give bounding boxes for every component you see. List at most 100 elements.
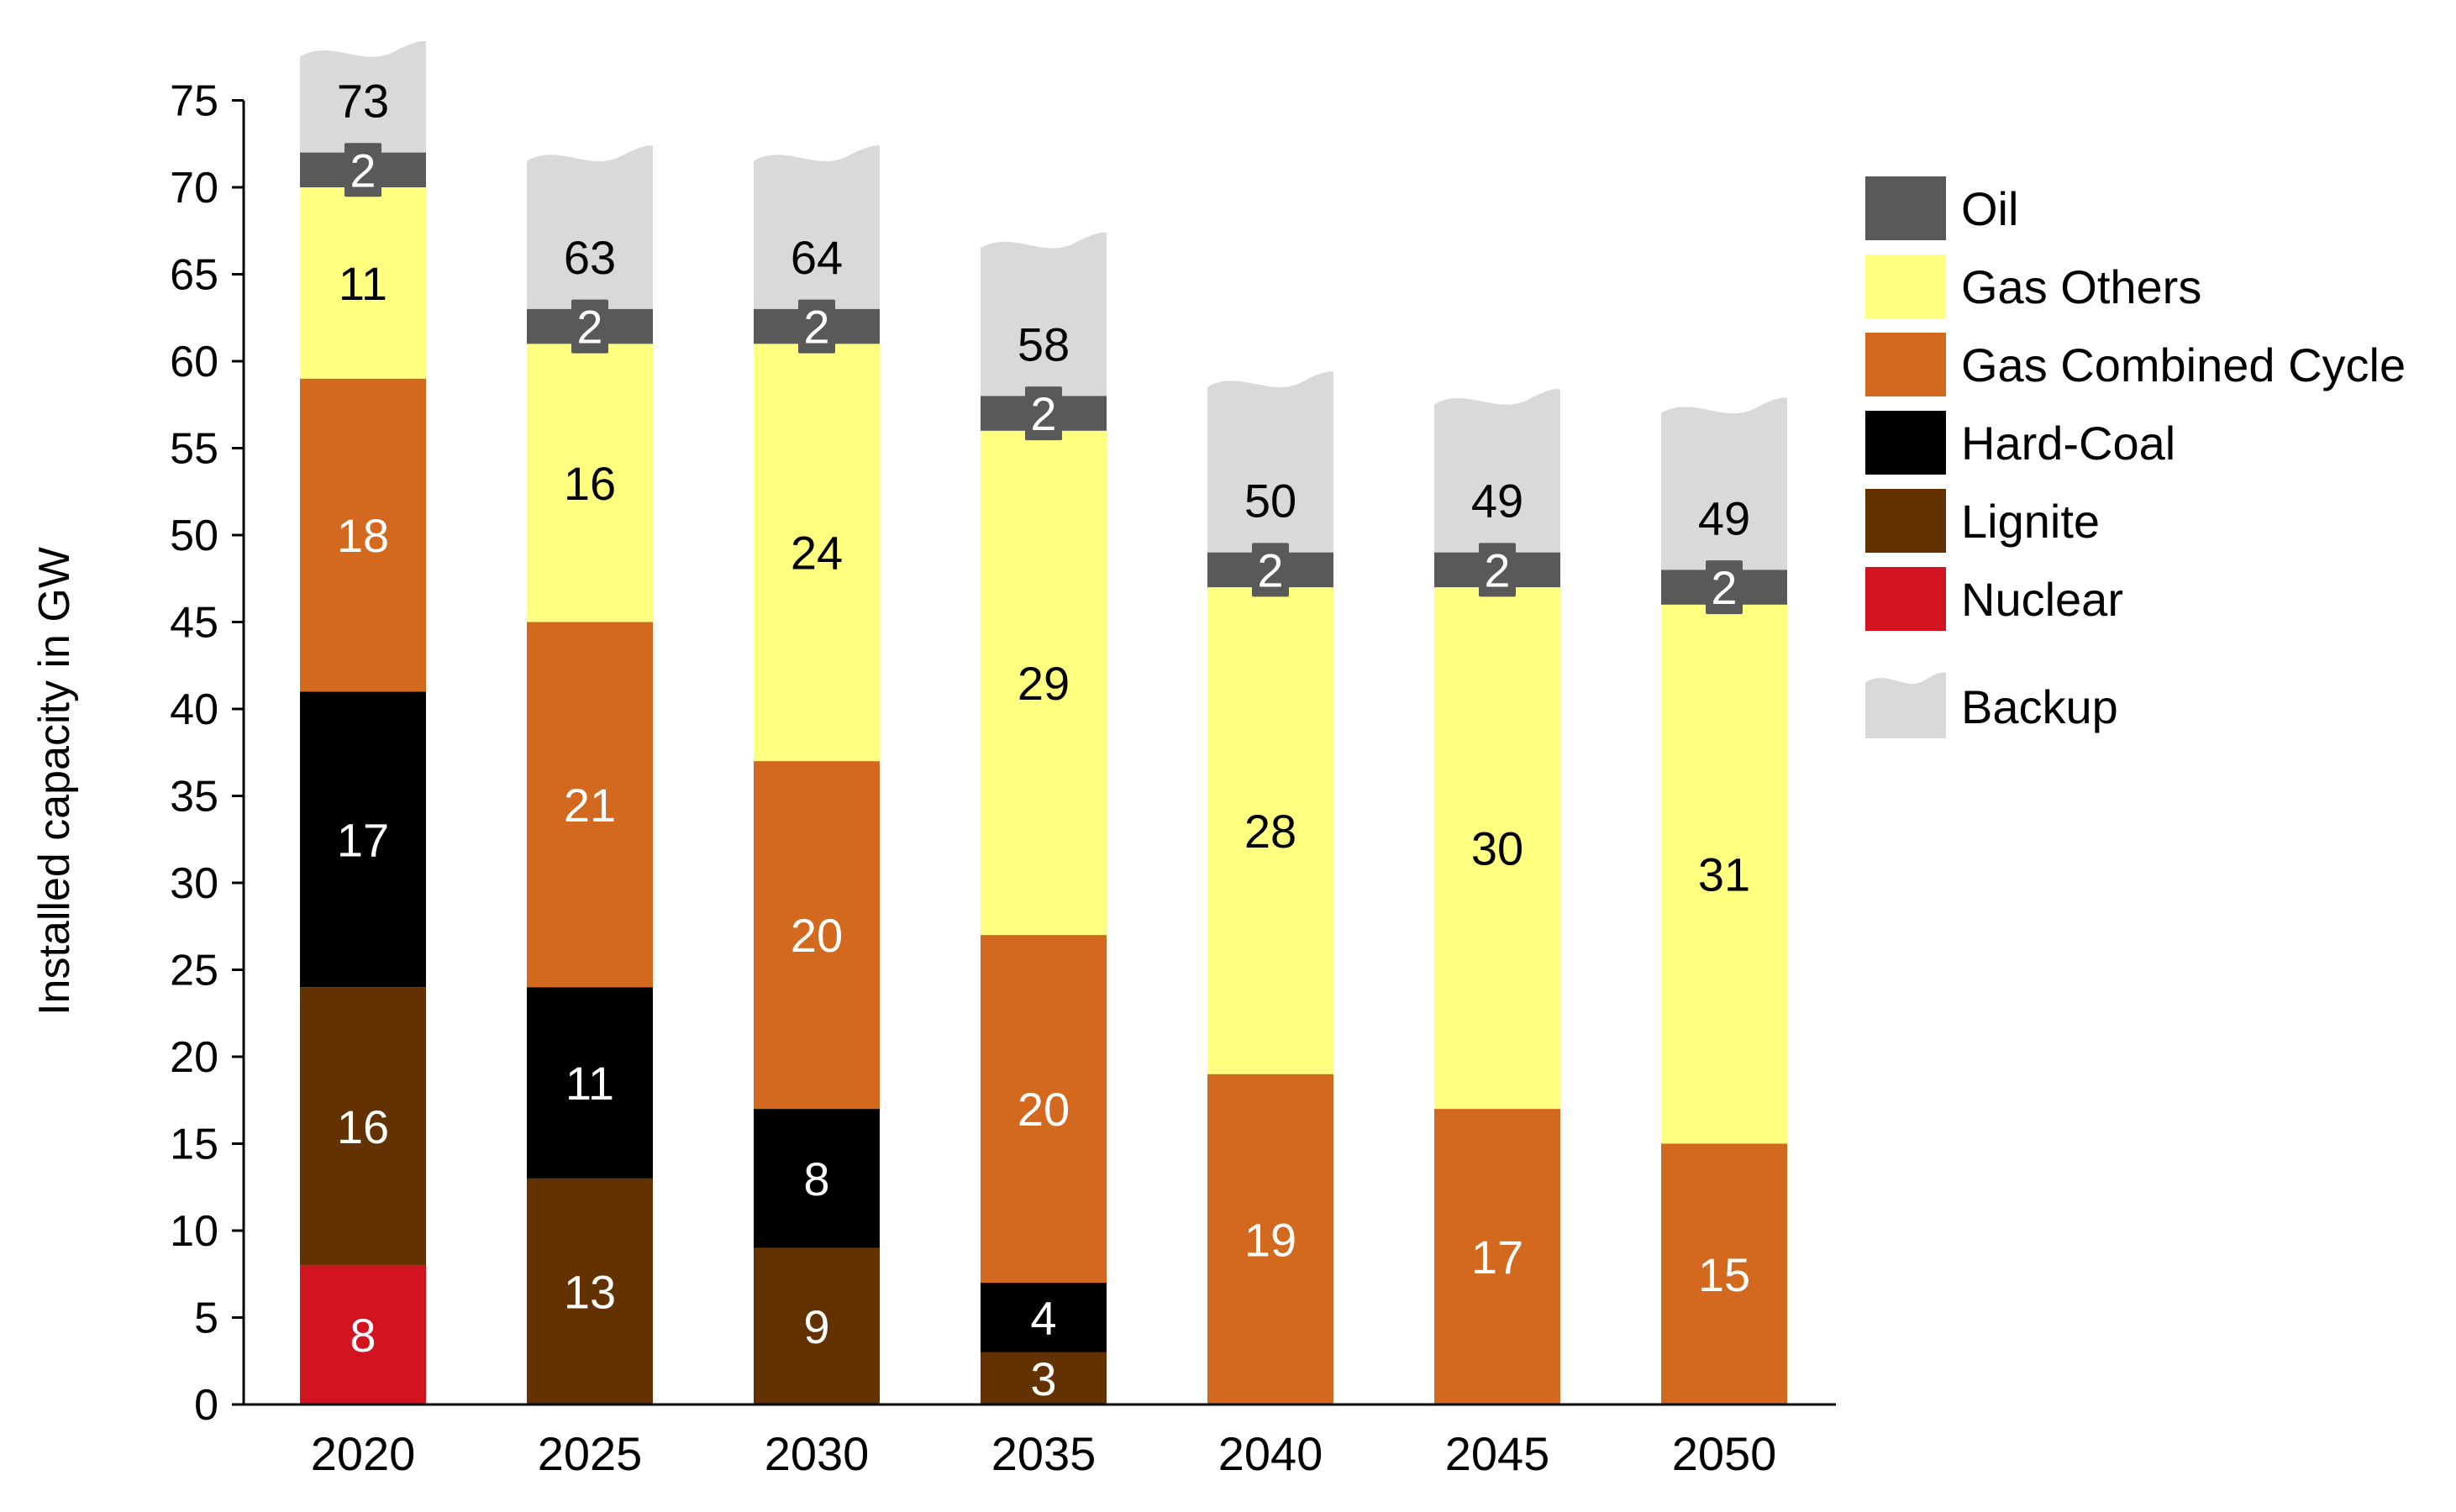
data-label-lignite-2020: 16 [337,1100,389,1153]
data-label-gas-others-2045: 30 [1471,822,1523,875]
data-label-hard-coal-2020: 17 [337,813,389,866]
data-label-gas-combined-cycle-2040: 19 [1244,1213,1296,1266]
y-tick-label-55: 55 [170,425,218,474]
x-tick-label-2020: 2020 [311,1427,416,1480]
x-tick-label-2025: 2025 [538,1427,643,1480]
data-label-gas-others-2030: 24 [791,527,843,580]
bar-gas-combined-cycle-2025 [527,622,653,988]
data-label-gas-combined-cycle-2050: 15 [1698,1248,1750,1301]
bar-gas-others-2025 [527,344,653,622]
backup-area-2040 [1207,371,1333,553]
data-label-backup-2020: 73 [337,75,389,128]
bar-gas-combined-cycle-2040 [1207,1074,1333,1404]
axes-layer: 2020 2025 2030 2035 2040 2045 2050051015202530… [170,77,1836,1480]
oil-label-tab-2035 [1025,386,1062,441]
data-label-backup-2045: 49 [1471,475,1523,528]
bar-gas-combined-cycle-2035 [981,935,1107,1284]
y-tick-label-15: 15 [170,1121,218,1169]
bar-hard-coal-2025 [527,987,653,1179]
legend-label-hard-coal: Hard-Coal [1961,417,2175,470]
data-label-gas-others-2020: 11 [339,257,387,310]
backup-area-2020 [300,41,426,153]
bar-gas-others-2045 [1434,587,1560,1110]
y-tick-label-40: 40 [170,685,218,734]
data-label-hard-coal-2035: 4 [1030,1292,1056,1345]
legend-swatch-lignite [1865,489,1946,553]
oil-label-tab-2030 [798,299,835,354]
legend-label-gas-others: Gas Others [1961,260,2201,313]
legend-swatch-gas-combined-cycle [1865,333,1946,396]
y-tick-label-20: 20 [170,1033,218,1082]
data-label-oil-2035: 2 [1030,387,1056,440]
legend-label-oil: Oil [1961,182,2018,235]
bar-gas-combined-cycle-2030 [754,761,880,1110]
y-tick-label-45: 45 [170,599,218,648]
bar-nuclear-2020 [300,1265,426,1404]
data-label-oil-2040: 2 [1257,543,1283,596]
data-label-backup-2025: 63 [564,231,616,284]
y-tick-label-5: 5 [194,1294,218,1343]
legend-label-backup: Backup [1961,680,2118,733]
legend-swatch-gas-others [1865,255,1946,318]
y-axis-title: Installed capacity in GW [30,547,79,1016]
data-label-hard-coal-2025: 11 [565,1057,614,1110]
backup-area-2025 [527,145,653,309]
legend: Oil Gas Others Gas Combined Cycle Hard-Coal… [1865,176,2406,738]
bar-gas-others-2035 [981,430,1107,936]
data-label-backup-2050: 49 [1698,491,1750,544]
data-label-lignite-2030: 9 [803,1300,829,1353]
data-label-gas-combined-cycle-2035: 20 [1018,1083,1070,1136]
data-label-gas-combined-cycle-2020: 18 [337,509,389,562]
oil-label-tab-2045 [1479,543,1516,597]
x-tick-label-2040: 2040 [1218,1427,1323,1480]
bar-hard-coal-2035 [981,1283,1107,1352]
backup-area-2050 [1661,397,1787,570]
bar-hard-coal-2030 [754,1109,880,1248]
backup-area-2045 [1434,389,1560,553]
y-tick-label-50: 50 [170,512,218,560]
oil-label-tab-2025 [571,299,608,354]
data-label-gas-others-2040: 28 [1244,805,1296,858]
bar-lignite-2035 [981,1352,1107,1404]
y-tick-label-60: 60 [170,338,218,386]
bar-gas-others-2030 [754,344,880,762]
data-label-gas-combined-cycle-2045: 17 [1471,1231,1523,1284]
data-label-gas-combined-cycle-2030: 20 [791,909,843,962]
data-label-gas-combined-cycle-2025: 21 [564,779,616,832]
y-tick-label-35: 35 [170,773,218,822]
oil-label-tab-2050 [1706,560,1743,615]
x-tick-label-2050: 2050 [1672,1427,1777,1480]
legend-swatch-oil [1865,176,1946,240]
bar-hard-coal-2020 [300,691,426,988]
data-label-gas-others-2035: 29 [1018,657,1070,710]
legend-label-nuclear: Nuclear [1961,573,2123,626]
legend-swatch-backup [1865,672,1946,738]
bar-gas-others-2020 [300,187,426,379]
x-tick-label-2035: 2035 [991,1427,1097,1480]
data-label-backup-2040: 50 [1244,475,1296,528]
legend-swatch-nuclear [1865,567,1946,631]
bar-gas-combined-cycle-2020 [300,378,426,692]
y-tick-label-10: 10 [170,1207,218,1256]
data-label-gas-others-2050: 31 [1698,848,1750,901]
y-tick-label-75: 75 [170,77,218,126]
backup-area-2030 [754,145,880,309]
y-tick-label-25: 25 [170,947,218,995]
data-label-backup-2035: 58 [1018,318,1070,370]
oil-label-tab-2020 [344,143,381,197]
bar-gas-others-2050 [1661,604,1787,1144]
y-tick-label-30: 30 [170,859,218,908]
bar-lignite-2020 [300,987,426,1266]
bars-layer: 8 16 17 18 11 2 73 13 11 21 16 2 63 9 8 20 24 2 64 3 4 20 29 2 5… [300,41,1787,1405]
data-label-oil-2020: 2 [350,144,376,197]
oil-label-tab-2040 [1252,543,1289,597]
data-label-oil-2045: 2 [1484,543,1510,596]
legend-label-lignite: Lignite [1961,495,2100,548]
bar-gas-combined-cycle-2045 [1434,1109,1560,1404]
bar-lignite-2025 [527,1178,653,1404]
data-label-oil-2030: 2 [803,301,829,354]
data-label-oil-2050: 2 [1711,561,1737,614]
backup-area-2035 [981,232,1107,396]
data-label-nuclear-2020: 8 [350,1309,376,1362]
